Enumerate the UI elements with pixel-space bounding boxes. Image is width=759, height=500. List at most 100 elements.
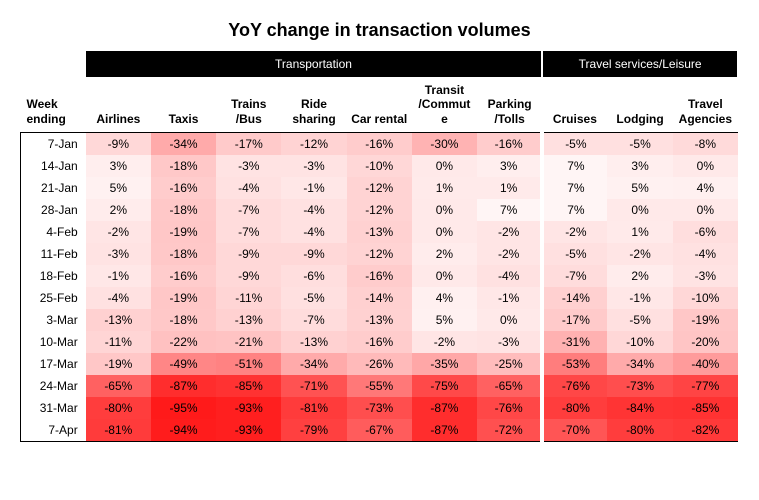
table-row: 3-Mar-13%-18%-13%-7%-13%5%0%-17%-5%-19% (21, 309, 739, 331)
value-cell: -11% (86, 331, 151, 353)
table-body: 7-Jan-9%-34%-17%-12%-16%-30%-16%-5%-5%-8… (21, 133, 739, 442)
value-cell: 0% (412, 155, 477, 177)
value-cell: -3% (477, 331, 542, 353)
value-cell: -84% (607, 397, 672, 419)
value-cell: -9% (216, 265, 281, 287)
value-cell: -22% (151, 331, 216, 353)
chart-title: YoY change in transaction volumes (20, 20, 739, 41)
value-cell: -10% (347, 155, 412, 177)
value-cell: -12% (347, 243, 412, 265)
value-cell: -16% (151, 177, 216, 199)
value-cell: -75% (412, 375, 477, 397)
value-cell: -49% (151, 353, 216, 375)
value-cell: -2% (477, 243, 542, 265)
value-cell: 7% (477, 199, 542, 221)
value-cell: -87% (412, 397, 477, 419)
value-cell: -1% (477, 287, 542, 309)
week-cell: 17-Mar (21, 353, 86, 375)
value-cell: 0% (607, 199, 672, 221)
value-cell: -9% (216, 243, 281, 265)
value-cell: -34% (281, 353, 346, 375)
week-cell: 21-Jan (21, 177, 86, 199)
value-cell: -5% (281, 287, 346, 309)
value-cell: -81% (281, 397, 346, 419)
column-header-row: Week ending AirlinesTaxisTrains /BusRide… (21, 77, 739, 133)
value-cell: -51% (216, 353, 281, 375)
week-cell: 3-Mar (21, 309, 86, 331)
value-cell: 3% (477, 155, 542, 177)
column-header: Transit /Commut e (412, 77, 477, 133)
column-header: Airlines (86, 77, 151, 133)
corner-blank (21, 51, 86, 77)
value-cell: -4% (281, 221, 346, 243)
value-cell: -19% (151, 221, 216, 243)
value-cell: -25% (477, 353, 542, 375)
value-cell: -18% (151, 309, 216, 331)
value-cell: 5% (86, 177, 151, 199)
value-cell: 0% (412, 221, 477, 243)
value-cell: -17% (542, 309, 607, 331)
value-cell: -85% (216, 375, 281, 397)
group-header-cell: Transportation (86, 51, 543, 77)
value-cell: -2% (542, 221, 607, 243)
value-cell: -1% (86, 265, 151, 287)
value-cell: -19% (673, 309, 738, 331)
value-cell: 0% (673, 155, 738, 177)
value-cell: -8% (673, 133, 738, 156)
value-cell: 1% (412, 177, 477, 199)
value-cell: -7% (216, 199, 281, 221)
value-cell: -5% (542, 133, 607, 156)
week-cell: 7-Apr (21, 419, 86, 442)
value-cell: -21% (216, 331, 281, 353)
value-cell: 0% (673, 199, 738, 221)
value-cell: 1% (607, 221, 672, 243)
value-cell: -16% (347, 265, 412, 287)
value-cell: -16% (347, 331, 412, 353)
row-header-label: Week ending (21, 77, 86, 133)
value-cell: -3% (216, 155, 281, 177)
value-cell: -1% (607, 287, 672, 309)
week-cell: 18-Feb (21, 265, 86, 287)
value-cell: -76% (477, 397, 542, 419)
column-header: Cruises (542, 77, 607, 133)
value-cell: -16% (151, 265, 216, 287)
value-cell: -4% (86, 287, 151, 309)
value-cell: -16% (347, 133, 412, 156)
value-cell: 2% (412, 243, 477, 265)
value-cell: 0% (412, 265, 477, 287)
value-cell: -3% (281, 155, 346, 177)
value-cell: -5% (542, 243, 607, 265)
value-cell: -72% (477, 419, 542, 442)
value-cell: 1% (477, 177, 542, 199)
value-cell: 4% (673, 177, 738, 199)
value-cell: -87% (412, 419, 477, 442)
value-cell: -18% (151, 199, 216, 221)
table-row: 25-Feb-4%-19%-11%-5%-14%4%-1%-14%-1%-10% (21, 287, 739, 309)
value-cell: -10% (673, 287, 738, 309)
value-cell: -10% (607, 331, 672, 353)
value-cell: -3% (673, 265, 738, 287)
value-cell: -82% (673, 419, 738, 442)
value-cell: -11% (216, 287, 281, 309)
value-cell: -71% (281, 375, 346, 397)
value-cell: -77% (673, 375, 738, 397)
value-cell: -12% (347, 177, 412, 199)
value-cell: -31% (542, 331, 607, 353)
week-cell: 4-Feb (21, 221, 86, 243)
value-cell: -4% (477, 265, 542, 287)
value-cell: -14% (542, 287, 607, 309)
value-cell: -34% (151, 133, 216, 156)
value-cell: -55% (347, 375, 412, 397)
value-cell: -73% (347, 397, 412, 419)
value-cell: -73% (607, 375, 672, 397)
week-cell: 14-Jan (21, 155, 86, 177)
week-cell: 25-Feb (21, 287, 86, 309)
value-cell: 7% (542, 155, 607, 177)
table-row: 7-Apr-81%-94%-93%-79%-67%-87%-72%-70%-80… (21, 419, 739, 442)
value-cell: -6% (673, 221, 738, 243)
value-cell: 3% (607, 155, 672, 177)
week-cell: 11-Feb (21, 243, 86, 265)
value-cell: -93% (216, 397, 281, 419)
value-cell: -53% (542, 353, 607, 375)
value-cell: -5% (607, 309, 672, 331)
